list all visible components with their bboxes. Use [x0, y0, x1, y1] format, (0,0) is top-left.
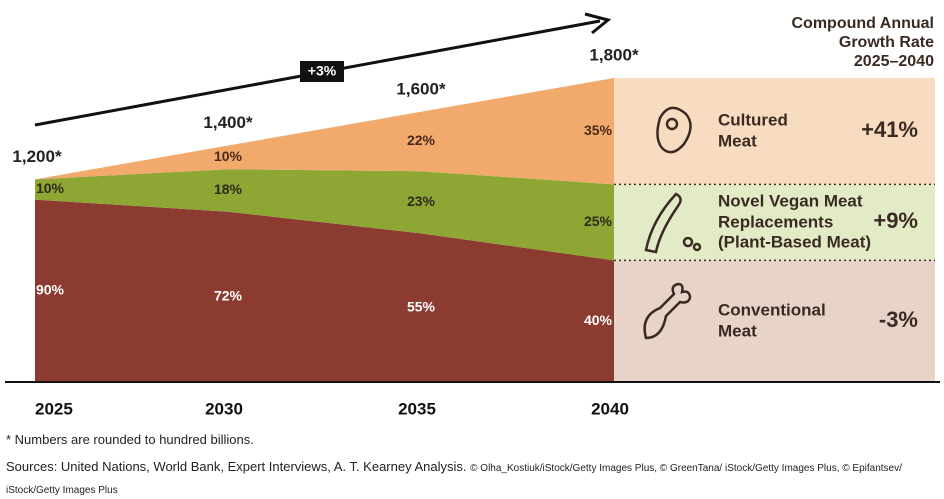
conventional-icon [643, 282, 692, 340]
x-tick-label: 2040 [591, 399, 629, 418]
total-label: 1,400* [203, 113, 253, 132]
value-label: 35% [584, 122, 613, 138]
growth-rate: -3% [879, 307, 918, 332]
sources: Sources: United Nations, World Bank, Exp… [6, 459, 467, 474]
trend-arrow-head [584, 12, 612, 35]
value-label: 90% [36, 282, 65, 298]
panel-title: Compound Annual Growth Rate 2025–2040 [791, 15, 935, 71]
annotation: +3% [308, 63, 337, 79]
series-name: Conventional Meat [718, 300, 826, 341]
footnote: * Numbers are rounded to hundred billion… [6, 432, 254, 447]
growth-panel [614, 78, 935, 382]
value-label: 72% [214, 288, 243, 304]
cultured-icon [656, 106, 692, 154]
series-name: Novel Vegan Meat Replacements (Plant-Bas… [718, 191, 872, 252]
value-label: 22% [407, 132, 436, 148]
icons [643, 106, 702, 340]
areas [35, 78, 614, 382]
area [35, 169, 614, 261]
area [35, 78, 614, 185]
value-label: 18% [214, 181, 243, 197]
growth-rate: +9% [873, 208, 918, 233]
cultured-icon-dot [665, 117, 679, 131]
vegan-icon [644, 192, 682, 254]
credits: © Olha_Kostiuk/iStock/Getty Images Plus,… [6, 463, 902, 496]
value-label: 25% [584, 213, 613, 229]
panel-row [614, 260, 935, 382]
value-label: 40% [584, 312, 613, 328]
annotation-box [300, 61, 344, 82]
value-label: 55% [407, 298, 436, 314]
sources-block: Sources: United Nations, World Bank, Exp… [6, 457, 936, 499]
x-tick-label: 2025 [35, 399, 73, 418]
value-label: 10% [36, 180, 65, 196]
vegan-icon-bean [682, 236, 694, 248]
total-label: 1,600* [396, 79, 446, 98]
x-tick-label: 2035 [398, 399, 436, 418]
value-label: 10% [214, 148, 243, 164]
total-label: 1,800* [589, 45, 639, 64]
panel-row [614, 78, 935, 185]
value-label: 23% [407, 193, 436, 209]
series-name: Cultured Meat [718, 110, 788, 151]
x-tick-label: 2030 [205, 399, 243, 418]
growth-rate: +41% [861, 117, 918, 142]
vegan-icon-bean [692, 242, 702, 252]
area [35, 199, 614, 382]
total-label: 1,200* [12, 147, 62, 166]
